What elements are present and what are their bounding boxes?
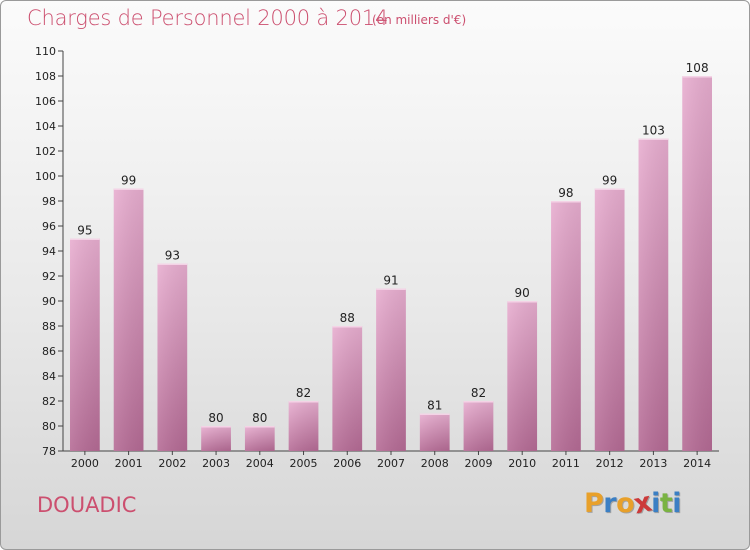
data-label: 103 bbox=[642, 124, 665, 138]
bar-shade bbox=[201, 426, 231, 451]
bar-top-highlight bbox=[244, 426, 275, 428]
data-label: 80 bbox=[252, 411, 267, 425]
bar-top-highlight bbox=[157, 263, 188, 265]
bar-top-highlight bbox=[419, 413, 450, 415]
x-tick-label: 2010 bbox=[508, 457, 536, 470]
bar-shade bbox=[244, 426, 275, 451]
x-tick-label: 2008 bbox=[421, 457, 449, 470]
bar-shade bbox=[463, 401, 494, 451]
logo-letter: o bbox=[616, 488, 635, 519]
chart-labels: 95 99 93 80 80 82 88 91 81 82 90 98 99 103 108 bbox=[77, 61, 708, 425]
y-tick-label: 88 bbox=[42, 320, 56, 333]
bar-top-highlight bbox=[376, 288, 406, 290]
data-label: 99 bbox=[602, 174, 617, 188]
y-tick-label: 108 bbox=[35, 70, 56, 83]
x-tick-label: 2004 bbox=[246, 457, 274, 470]
x-tick-label: 2012 bbox=[596, 457, 624, 470]
y-tick-label: 86 bbox=[42, 345, 56, 358]
data-label: 108 bbox=[686, 61, 709, 75]
y-tick-label: 78 bbox=[42, 445, 56, 458]
data-label: 81 bbox=[427, 399, 442, 413]
bar-shade bbox=[288, 401, 319, 451]
x-tick-label: 2003 bbox=[202, 457, 230, 470]
data-label: 95 bbox=[77, 224, 92, 238]
data-label: 93 bbox=[165, 249, 180, 263]
data-label: 91 bbox=[383, 274, 398, 288]
logo-letter: r bbox=[603, 488, 617, 519]
bar-top-highlight bbox=[551, 201, 581, 203]
x-tick-label: 2002 bbox=[158, 457, 186, 470]
bar-top-highlight bbox=[638, 138, 669, 140]
y-tick-label: 90 bbox=[42, 295, 56, 308]
chart-title: Charges de Personnel 2000 à 2014 bbox=[27, 6, 389, 30]
y-tick-label: 82 bbox=[42, 395, 56, 408]
y-tick-label: 96 bbox=[42, 220, 56, 233]
bar-top-highlight bbox=[113, 188, 144, 190]
bar-shade bbox=[638, 138, 669, 451]
y-tick-label: 92 bbox=[42, 270, 56, 283]
y-tick-label: 80 bbox=[42, 420, 56, 433]
y-tick-label: 100 bbox=[35, 170, 56, 183]
commune-name: DOUADIC bbox=[37, 493, 137, 517]
x-tick-label: 2013 bbox=[639, 457, 667, 470]
y-tick-label: 104 bbox=[35, 120, 56, 133]
data-label: 88 bbox=[340, 311, 355, 325]
logo-letter: P bbox=[584, 488, 604, 519]
data-label: 82 bbox=[471, 386, 486, 400]
x-tick-label: 2014 bbox=[683, 457, 711, 470]
bar-shade bbox=[376, 288, 406, 451]
x-tick-label: 2001 bbox=[115, 457, 143, 470]
bar-shade bbox=[69, 238, 100, 451]
bar-shade bbox=[507, 301, 538, 451]
bar-shade bbox=[157, 263, 188, 451]
bar-top-highlight bbox=[594, 188, 625, 190]
chart-bars bbox=[69, 76, 713, 451]
bar-top-highlight bbox=[288, 401, 319, 403]
bar-shade bbox=[113, 188, 144, 451]
logo-letter: i bbox=[672, 488, 682, 519]
x-tick-label: 2009 bbox=[464, 457, 492, 470]
y-tick-label: 110 bbox=[35, 45, 56, 58]
bar-top-highlight bbox=[332, 326, 363, 328]
bar-shade bbox=[332, 326, 363, 451]
bar-top-highlight bbox=[201, 426, 231, 428]
data-label: 82 bbox=[296, 386, 311, 400]
bar-shade bbox=[682, 76, 713, 451]
y-tick-label: 98 bbox=[42, 195, 56, 208]
y-tick-label: 102 bbox=[35, 145, 56, 158]
data-label: 98 bbox=[558, 186, 573, 200]
bar-top-highlight bbox=[463, 401, 494, 403]
bar-shade bbox=[594, 188, 625, 451]
data-label: 90 bbox=[515, 286, 530, 300]
bar-shade bbox=[419, 413, 450, 451]
y-tick-label: 94 bbox=[42, 245, 56, 258]
logo-letter: i bbox=[651, 488, 660, 519]
logo-letter: t bbox=[659, 488, 673, 519]
chart-axes: 78 80 82 84 86 88 90 92 94 96 98 100 102 104 106 108 110… bbox=[35, 45, 719, 470]
y-tick-label: 106 bbox=[35, 95, 56, 108]
bar-shade bbox=[551, 201, 581, 451]
bar-top-highlight bbox=[507, 301, 538, 303]
x-tick-label: 2007 bbox=[377, 457, 405, 470]
bar-top-highlight bbox=[682, 76, 713, 78]
x-tick-label: 2000 bbox=[71, 457, 99, 470]
data-label: 80 bbox=[208, 411, 223, 425]
chart-subtitle: (en milliers d'€) bbox=[372, 13, 467, 27]
x-tick-label: 2011 bbox=[552, 457, 580, 470]
x-tick-label: 2006 bbox=[333, 457, 361, 470]
data-label: 99 bbox=[121, 174, 136, 188]
bar-top-highlight bbox=[69, 238, 100, 240]
proxiti-logo: Proxiti bbox=[584, 487, 682, 521]
y-tick-label: 84 bbox=[42, 370, 56, 383]
x-tick-label: 2005 bbox=[290, 457, 318, 470]
